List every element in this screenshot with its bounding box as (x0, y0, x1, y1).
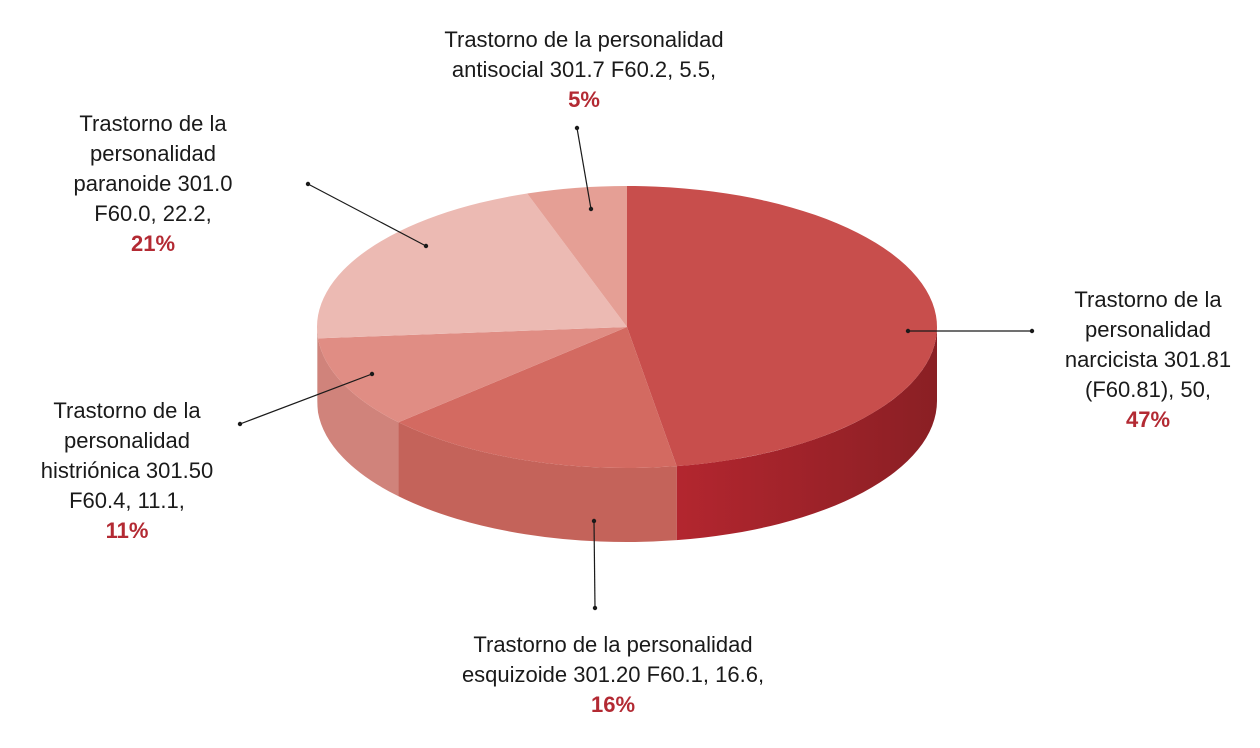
leader-dot-outer-0 (1029, 328, 1035, 334)
pie-side-1 (398, 422, 677, 542)
leader-line-2 (239, 373, 373, 425)
slice-label-0: Trastorno de la personalidad narcicista 30… (1065, 287, 1231, 432)
pie-slice-0 (627, 186, 937, 467)
leader-dot-inner-0 (905, 328, 911, 334)
slice-label-line: (F60.81), 50, (1085, 377, 1211, 402)
slice-percent: 16% (591, 692, 635, 717)
slice-percent: 11% (106, 518, 149, 543)
leader-dot-outer-4 (574, 125, 580, 131)
pie-slice-1 (398, 327, 677, 468)
pie-slice-3 (316, 193, 627, 339)
slice-label-4: Trastorno de la personalidad antisocial 3… (444, 27, 723, 112)
slice-label-line: personalidad (64, 428, 190, 453)
slice-label-line: paranoide 301.0 (73, 171, 232, 196)
slice-label-line: Trastorno de la (53, 398, 201, 423)
leader-lines (237, 125, 1035, 611)
slice-label-line: personalidad (1085, 317, 1211, 342)
slice-label-line: antisocial 301.7 F60.2, 5.5, (452, 57, 716, 82)
leader-dot-inner-3 (423, 243, 429, 249)
leader-dot-inner-2 (369, 371, 375, 377)
slice-label-line: narcicista 301.81 (1065, 347, 1231, 372)
slice-label-line: personalidad (90, 141, 216, 166)
slice-label-line: esquizoide 301.20 F60.1, 16.6, (462, 662, 764, 687)
slice-label-line: Trastorno de la (79, 111, 227, 136)
slice-labels: Trastorno de la personalidad narcicista 30… (41, 27, 1231, 717)
slice-label-line: histriónica 301.50 (41, 458, 213, 483)
slice-percent: 21% (131, 231, 175, 256)
slice-label-line: Trastorno de la (1074, 287, 1222, 312)
pie-side-2 (318, 338, 399, 497)
slice-label-line: Trastorno de la personalidad (473, 632, 752, 657)
pie-tops (316, 186, 937, 468)
leader-line-3 (307, 183, 427, 247)
slice-label-line: F60.0, 22.2, (94, 201, 211, 226)
slice-label-line: Trastorno de la personalidad (444, 27, 723, 52)
pie-sides (317, 327, 937, 542)
slice-label-1: Trastorno de la personalidad esquizoide 3… (462, 632, 764, 717)
pie-slice-4 (527, 186, 627, 327)
slice-label-2: Trastorno de la personalidad histriónica 3… (41, 398, 213, 543)
leader-dot-inner-1 (591, 518, 597, 524)
leader-dot-outer-2 (237, 421, 243, 427)
leader-dot-outer-3 (305, 181, 311, 187)
pie-side-0 (676, 327, 937, 541)
leader-line-4 (576, 127, 592, 210)
leader-dot-outer-1 (592, 605, 598, 611)
leader-line-1 (593, 520, 596, 609)
slice-percent: 5% (568, 87, 600, 112)
slice-label-line: F60.4, 11.1, (69, 488, 185, 513)
leader-dot-inner-4 (588, 206, 594, 212)
slice-percent: 47% (1126, 407, 1170, 432)
pie-slice-2 (318, 327, 627, 423)
pie-side-3 (317, 327, 319, 413)
slice-label-3: Trastorno de la personalidad paranoide 301… (73, 111, 232, 256)
